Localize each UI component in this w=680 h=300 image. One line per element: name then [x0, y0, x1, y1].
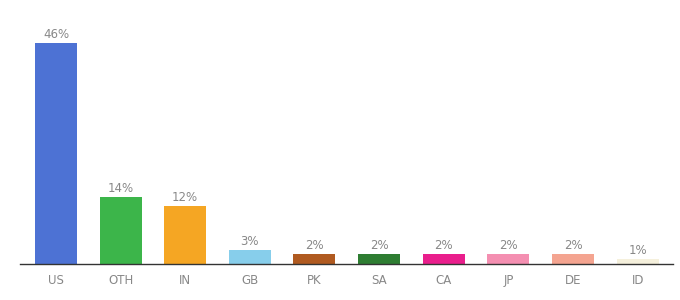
Bar — [488, 254, 530, 264]
Bar — [423, 254, 464, 264]
Text: 2%: 2% — [499, 239, 517, 253]
Text: 46%: 46% — [43, 28, 69, 41]
Text: 2%: 2% — [305, 239, 324, 253]
Bar — [294, 254, 335, 264]
Text: 1%: 1% — [628, 244, 647, 257]
Text: 12%: 12% — [172, 191, 199, 205]
Bar — [164, 206, 206, 264]
Bar — [358, 254, 400, 264]
Text: 2%: 2% — [564, 239, 582, 253]
Bar — [35, 43, 77, 264]
Bar — [552, 254, 594, 264]
Bar — [229, 250, 271, 264]
Text: 2%: 2% — [370, 239, 388, 253]
Text: 14%: 14% — [107, 182, 134, 195]
Text: 2%: 2% — [435, 239, 453, 253]
Text: 3%: 3% — [241, 235, 259, 248]
Bar — [617, 259, 659, 264]
Bar — [99, 197, 141, 264]
